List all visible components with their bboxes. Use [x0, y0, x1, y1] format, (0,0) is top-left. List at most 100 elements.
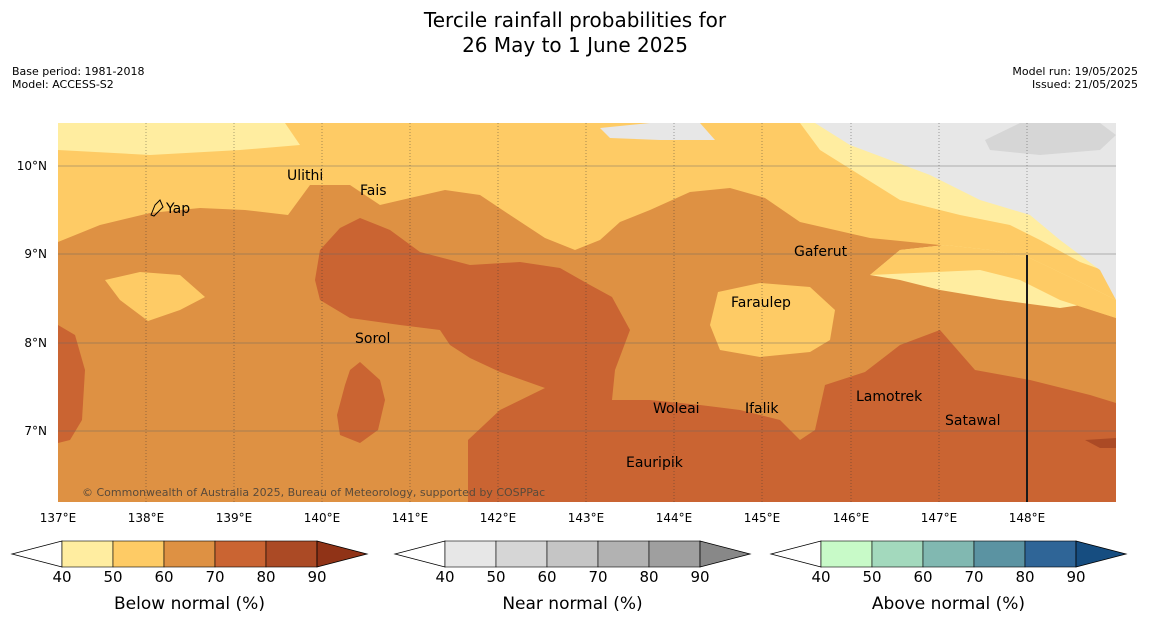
title-line-1: Tercile rainfall probabilities for — [423, 8, 727, 32]
model-run-info: Model run: 19/05/2025 Issued: 21/05/2025 — [1012, 65, 1138, 91]
near-normal-bin-40 — [444, 540, 497, 568]
above-normal-over-triangle — [1075, 540, 1128, 568]
above-normal-bin-50 — [871, 540, 924, 568]
above-normal-tick-40: 40 — [811, 568, 830, 586]
near-normal-tick-80: 80 — [639, 568, 658, 586]
below-normal-label: Below normal (%) — [114, 594, 265, 614]
below-normal-bin-50 — [112, 540, 165, 568]
below-normal-tick-90: 90 — [307, 568, 326, 586]
below-normal-tick-80: 80 — [256, 568, 275, 586]
below-normal-bin-80 — [265, 540, 318, 568]
below-50-60-west-pocket — [105, 272, 205, 321]
place-yap: Yap — [165, 201, 190, 217]
near-normal-tick-40: 40 — [435, 568, 454, 586]
near-normal-north — [600, 123, 1116, 300]
above-normal-under-triangle — [769, 540, 822, 568]
lat-tick-7n: 7°N — [24, 424, 47, 438]
above-normal-tick-50: 50 — [862, 568, 881, 586]
lat-tick-10n: 10°N — [17, 159, 47, 173]
model-text: Model: ACCESS-S2 — [12, 78, 114, 91]
near-normal-tick-60: 60 — [537, 568, 556, 586]
lon-tick-144e: 144°E — [656, 511, 693, 525]
model-run-text: Model run: 19/05/2025 — [1012, 65, 1138, 78]
below-normal-tick-50: 50 — [103, 568, 122, 586]
lon-tick-139e: 139°E — [216, 511, 253, 525]
below-normal-bin-40 — [61, 540, 114, 568]
above-normal-tick-80: 80 — [1015, 568, 1034, 586]
above-normal-label: Above normal (%) — [872, 594, 1025, 614]
near-normal-over-triangle — [699, 540, 752, 568]
above-normal-bin-60 — [922, 540, 975, 568]
lon-tick-143e: 143°E — [568, 511, 605, 525]
lon-tick-146e: 146°E — [833, 511, 870, 525]
below-normal-bin-70 — [214, 540, 267, 568]
colorbar-legends: 40 50 60 70 80 90 Below normal (%) 40 50 60 70 80 90… — [10, 540, 1128, 614]
below-50-60-east — [870, 245, 1116, 318]
near-normal-core — [985, 123, 1116, 155]
below-70-80-sorol-south — [337, 362, 385, 443]
below-80-90-east-edge — [1085, 438, 1116, 448]
place-ifalik: Ifalik — [745, 401, 779, 417]
lon-tick-137e: 137°E — [40, 511, 77, 525]
lon-tick-138e: 138°E — [128, 511, 165, 525]
place-ulithi: Ulithi — [287, 168, 323, 184]
lon-tick-labels: 137°E 138°E 139°E 140°E 141°E 142°E 143°… — [40, 511, 1046, 525]
near-normal-tick-50: 50 — [486, 568, 505, 586]
below-70-80-west-edge — [58, 325, 85, 443]
below-normal-tick-40: 40 — [52, 568, 71, 586]
place-labels: Yap Ulithi Fais Gaferut Faraulep Sorol L… — [165, 168, 1000, 471]
copyright-text: © Commonwealth of Australia 2025, Bureau… — [82, 486, 545, 499]
lat-tick-9n: 9°N — [24, 247, 47, 261]
issued-text: Issued: 21/05/2025 — [1031, 78, 1138, 91]
probability-map — [58, 123, 1116, 502]
near-normal-bin-80 — [648, 540, 701, 568]
lon-tick-145e: 145°E — [744, 511, 781, 525]
below-normal-over-triangle — [316, 540, 369, 568]
place-woleai: Woleai — [653, 401, 700, 417]
lon-tick-140e: 140°E — [304, 511, 341, 525]
above-normal-tick-70: 70 — [964, 568, 983, 586]
below-normal-colorbar: 40 50 60 70 80 90 Below normal (%) — [10, 540, 369, 614]
lon-tick-147e: 147°E — [921, 511, 958, 525]
above-normal-bin-70 — [973, 540, 1026, 568]
place-eauripik: Eauripik — [626, 455, 684, 471]
near-normal-bin-70 — [597, 540, 650, 568]
near-normal-bin-50 — [495, 540, 548, 568]
above-normal-tick-90: 90 — [1066, 568, 1085, 586]
latitude-lines — [58, 165, 1116, 432]
place-faraulep: Faraulep — [731, 295, 791, 311]
below-normal-tick-60: 60 — [154, 568, 173, 586]
above-normal-bin-80 — [1024, 540, 1077, 568]
below-50-60-faraulep — [710, 283, 835, 357]
place-lamotrek: Lamotrek — [856, 389, 923, 405]
above-normal-bin-40 — [820, 540, 873, 568]
near-normal-tick-70: 70 — [588, 568, 607, 586]
place-fais: Fais — [360, 183, 387, 199]
place-gaferut: Gaferut — [794, 244, 848, 260]
place-satawal: Satawal — [945, 413, 1000, 429]
below-50-60-region — [58, 123, 1116, 318]
place-sorol: Sorol — [355, 331, 390, 347]
near-normal-bin-60 — [546, 540, 599, 568]
near-normal-label: Near normal (%) — [502, 594, 642, 614]
base-period-text: Base period: 1981-2018 — [12, 65, 145, 78]
lon-tick-142e: 142°E — [480, 511, 517, 525]
above-normal-colorbar: 40 50 60 70 80 90 Above normal (%) — [769, 540, 1128, 614]
base-period-info: Base period: 1981-2018 Model: ACCESS-S2 — [12, 65, 144, 91]
lon-tick-148e: 148°E — [1009, 511, 1046, 525]
below-normal-bin-60 — [163, 540, 216, 568]
below-normal-under-triangle — [10, 540, 63, 568]
below-40-50-north — [58, 123, 300, 155]
yap-island-shape — [150, 199, 164, 217]
lat-tick-labels: 10°N 9°N 8°N 7°N — [17, 159, 47, 438]
below-normal-tick-70: 70 — [205, 568, 224, 586]
map-title: Tercile rainfall probabilities for 26 Ma… — [0, 8, 1150, 58]
lon-tick-141e: 141°E — [392, 511, 429, 525]
title-line-2: 26 May to 1 June 2025 — [462, 33, 688, 57]
near-normal-colorbar: 40 50 60 70 80 90 Near normal (%) — [393, 540, 752, 614]
above-normal-tick-60: 60 — [913, 568, 932, 586]
near-normal-under-triangle — [393, 540, 446, 568]
lat-tick-8n: 8°N — [24, 336, 47, 350]
near-normal-tick-90: 90 — [690, 568, 709, 586]
